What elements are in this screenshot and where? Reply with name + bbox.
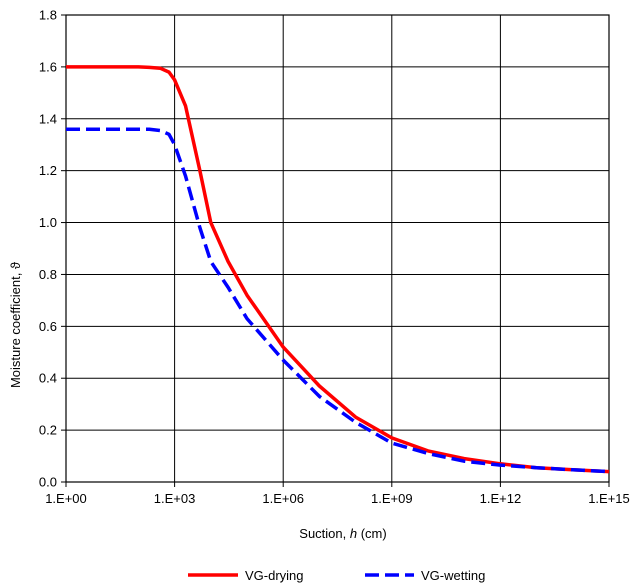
x-tick-label: 1.E+09 [371, 491, 413, 506]
y-tick-label: 1.6 [39, 59, 57, 74]
x-tick-label: 1.E+15 [588, 491, 630, 506]
series-lines [66, 65, 610, 474]
plot-area [65, 14, 610, 483]
y-tick-label: 1.8 [39, 8, 57, 23]
x-tick-label: 1.E+03 [154, 491, 196, 506]
legend-label-vg-drying: VG-drying [245, 568, 304, 583]
grid [61, 14, 610, 487]
y-tick-label: 0.2 [39, 423, 57, 438]
y-tick-label: 0.4 [39, 371, 57, 386]
y-tick-label: 0.6 [39, 319, 57, 334]
y-tick-label: 1.4 [39, 111, 57, 126]
y-tick-label: 1.2 [39, 163, 57, 178]
legend-label-vg-wetting: VG-wetting [421, 568, 485, 583]
x-axis-title: Suction, h (cm) [299, 526, 386, 541]
x-tick-label: 1.E+00 [45, 491, 87, 506]
y-tick-labels: 0.0 0.2 0.4 0.6 0.8 1.0 1.2 1.4 1.6 1.8 [39, 8, 57, 490]
series-line-vg-wetting [66, 127, 610, 474]
x-tick-label: 1.E+06 [262, 491, 304, 506]
y-axis-title: Moisture coefficient, ϑ [8, 261, 23, 388]
y-tick-label: 0.0 [39, 475, 57, 490]
x-axis-title-prefix: Suction, [299, 526, 350, 541]
x-axis-title-unit: (cm) [357, 526, 387, 541]
y-tick-label: 1.0 [39, 215, 57, 230]
legend: VG-drying VG-wetting [188, 568, 485, 583]
x-tick-labels: 1.E+00 1.E+03 1.E+06 1.E+09 1.E+12 1.E+15 [45, 491, 630, 506]
plot-border [65, 14, 610, 483]
y-tick-label: 0.8 [39, 267, 57, 282]
x-axis-title-variable: h [350, 526, 357, 541]
x-tick-label: 1.E+12 [480, 491, 522, 506]
series-line-vg-drying [66, 65, 610, 474]
